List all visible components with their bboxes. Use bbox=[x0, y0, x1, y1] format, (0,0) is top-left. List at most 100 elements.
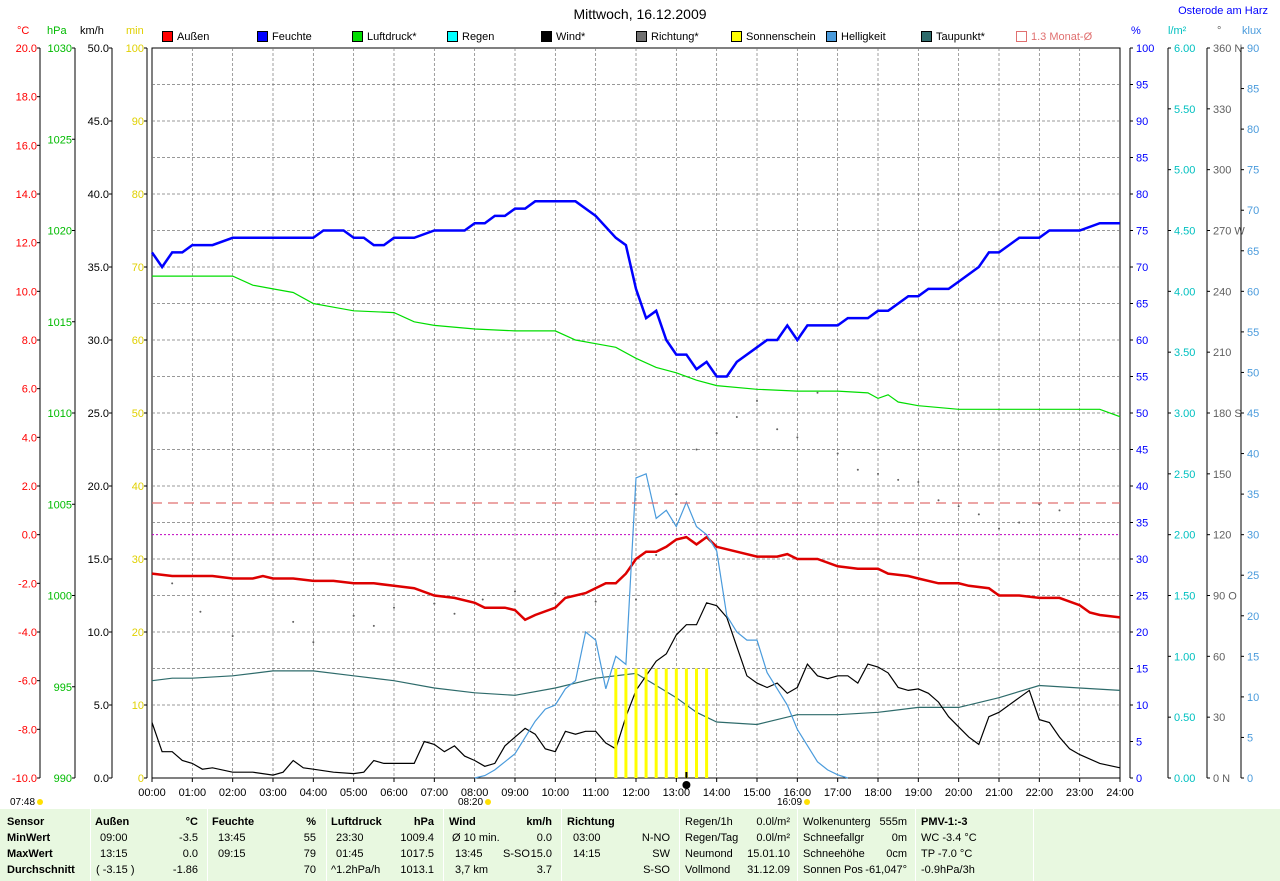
hum-tick-label: 45 bbox=[1136, 445, 1148, 457]
dir-tick-label: 300 bbox=[1213, 165, 1231, 177]
rain-tick-label: 1.00 bbox=[1174, 651, 1195, 663]
lux-unit: klux bbox=[1242, 25, 1262, 37]
x-tick-label: 00:00 bbox=[138, 787, 166, 799]
x-tick-label: 13:00 bbox=[663, 787, 691, 799]
stats-schneehoehe-label: Schneehöhe bbox=[803, 848, 865, 860]
hum-tick-label: 50 bbox=[1136, 408, 1148, 420]
rain-tick-label: 2.50 bbox=[1174, 469, 1195, 481]
hum-tick-label: 85 bbox=[1136, 153, 1148, 165]
lux-tick-label: 85 bbox=[1247, 84, 1259, 96]
lux-tick-label: 20 bbox=[1247, 611, 1259, 623]
direction-point bbox=[816, 391, 819, 394]
hum-tick-label: 100 bbox=[1136, 43, 1154, 55]
stats-regen1h-label: Regen/1h bbox=[685, 816, 733, 828]
legend-label: Helligkeit bbox=[841, 31, 886, 43]
legend-label: Wind* bbox=[556, 31, 586, 43]
press-tick-label: 995 bbox=[54, 682, 72, 694]
stats-druck-min-time: 23:30 bbox=[336, 832, 364, 844]
lux-tick-label: 55 bbox=[1247, 327, 1259, 339]
lux-tick-label: 60 bbox=[1247, 286, 1259, 298]
legend-label: 1.3 Monat-Ø bbox=[1031, 31, 1093, 43]
x-tick-label: 24:00 bbox=[1106, 787, 1134, 799]
wind-tick-label: 5.0 bbox=[94, 700, 109, 712]
x-tick-label: 10:00 bbox=[542, 787, 570, 799]
sun-icon bbox=[485, 799, 492, 805]
stats-wind-min: 0.0 bbox=[536, 832, 552, 844]
stats-wind-dist: 3,7 km bbox=[455, 864, 489, 876]
temp-tick-label: 18.0 bbox=[16, 92, 37, 104]
stats-neumond-label: Neumond bbox=[685, 848, 733, 860]
sunrise-time: 07:48 bbox=[10, 797, 36, 808]
stats-feuchte-head: Feuchte bbox=[212, 816, 255, 828]
dir-tick-label: 90 O bbox=[1213, 591, 1237, 603]
dir-tick-label: 330 bbox=[1213, 104, 1231, 116]
lux-tick-label: 0 bbox=[1247, 773, 1253, 785]
direction-point bbox=[292, 620, 295, 623]
dir-tick-label: 210 bbox=[1213, 347, 1231, 359]
stats-pmv-head: PMV-1:-3 bbox=[921, 816, 968, 828]
temp-tick-label: 2.0 bbox=[22, 481, 37, 493]
rain-tick-label: 4.50 bbox=[1174, 226, 1195, 238]
stats-feuchte-avg: 70 bbox=[303, 864, 316, 876]
stats-richtung-max: SW bbox=[652, 848, 670, 860]
stats-richtung-avg: S-SO bbox=[643, 864, 670, 876]
direction-point bbox=[352, 614, 355, 617]
stats-druck-min: 1009.4 bbox=[400, 832, 434, 844]
lux-tick-label: 40 bbox=[1247, 449, 1259, 461]
direction-point bbox=[481, 598, 484, 601]
rain-tick-label: 5.50 bbox=[1174, 104, 1195, 116]
stats-aussen-max: 0.0 bbox=[182, 848, 198, 860]
direction-point bbox=[231, 635, 234, 638]
lux-tick-label: 15 bbox=[1247, 651, 1259, 663]
wind-tick-label: 10.0 bbox=[88, 627, 109, 639]
sun-icon bbox=[37, 799, 44, 805]
stats-schneefall-label: Schneefallgr bbox=[803, 832, 865, 844]
x-tick-label: 14:00 bbox=[703, 787, 731, 799]
sun-tick-label: 80 bbox=[132, 189, 144, 201]
series-line-wind bbox=[151, 602, 1121, 776]
x-tick-label: 03:00 bbox=[259, 787, 287, 799]
legend-swatch bbox=[541, 31, 552, 42]
direction-point bbox=[199, 610, 202, 613]
sun-tick-label: 70 bbox=[132, 262, 144, 274]
x-tick-label: 12:00 bbox=[622, 787, 650, 799]
stats-feuchte-min-time: 13:45 bbox=[218, 832, 246, 844]
legend-swatch bbox=[352, 31, 363, 42]
stats-wind-head: Wind bbox=[449, 816, 476, 828]
temp-tick-label: 8.0 bbox=[22, 335, 37, 347]
direction-point bbox=[977, 513, 980, 516]
temp-tick-label: 0.0 bbox=[22, 530, 37, 542]
hum-tick-label: 55 bbox=[1136, 372, 1148, 384]
stats-wind-max: 15.0 bbox=[530, 848, 552, 860]
direction-point bbox=[877, 472, 879, 475]
stats-druck-head: Luftdruck bbox=[331, 816, 382, 828]
wind-tick-label: 25.0 bbox=[88, 408, 109, 420]
series-line-feuchte bbox=[150, 200, 1120, 378]
dir-tick-label: 120 bbox=[1213, 530, 1231, 542]
hum-tick-label: 25 bbox=[1136, 591, 1148, 603]
stats-wind-unit: km/h bbox=[526, 816, 552, 828]
stats-druck-max: 1017.5 bbox=[400, 848, 434, 860]
stats-druck-max-time: 01:45 bbox=[336, 848, 364, 860]
sun-tick-label: 20 bbox=[132, 627, 144, 639]
lux-tick-label: 80 bbox=[1247, 124, 1259, 136]
series-line-helligkeit bbox=[474, 472, 848, 779]
temp-tick-label: -2.0 bbox=[18, 578, 37, 590]
x-tick-label: 06:00 bbox=[380, 787, 408, 799]
rain-tick-label: 0.50 bbox=[1174, 712, 1195, 724]
direction-point bbox=[957, 505, 960, 508]
lux-tick-label: 45 bbox=[1247, 408, 1259, 420]
weather-chart: 00:00 01:00 02:00 03:00 04:00 05:00 06:00 07:00… bbox=[12, 43, 1259, 799]
stats-regen1h: 0.0l/m² bbox=[756, 816, 790, 828]
legend-swatch bbox=[447, 31, 458, 42]
stats-richtung-min-time: 03:00 bbox=[573, 832, 601, 844]
hum-tick-label: 80 bbox=[1136, 189, 1148, 201]
stats-sonnenpos: -61,047° bbox=[865, 864, 907, 876]
stats-min-label: MinWert bbox=[7, 832, 51, 844]
temp-unit: °C bbox=[17, 25, 30, 37]
legend-item: 1.3 Monat-Ø bbox=[1016, 31, 1092, 43]
sunset-mark: 16:09 bbox=[777, 797, 811, 808]
direction-point bbox=[1038, 503, 1041, 506]
rain-tick-label: 6.00 bbox=[1174, 43, 1195, 55]
wind-tick-label: 0.0 bbox=[94, 773, 109, 785]
